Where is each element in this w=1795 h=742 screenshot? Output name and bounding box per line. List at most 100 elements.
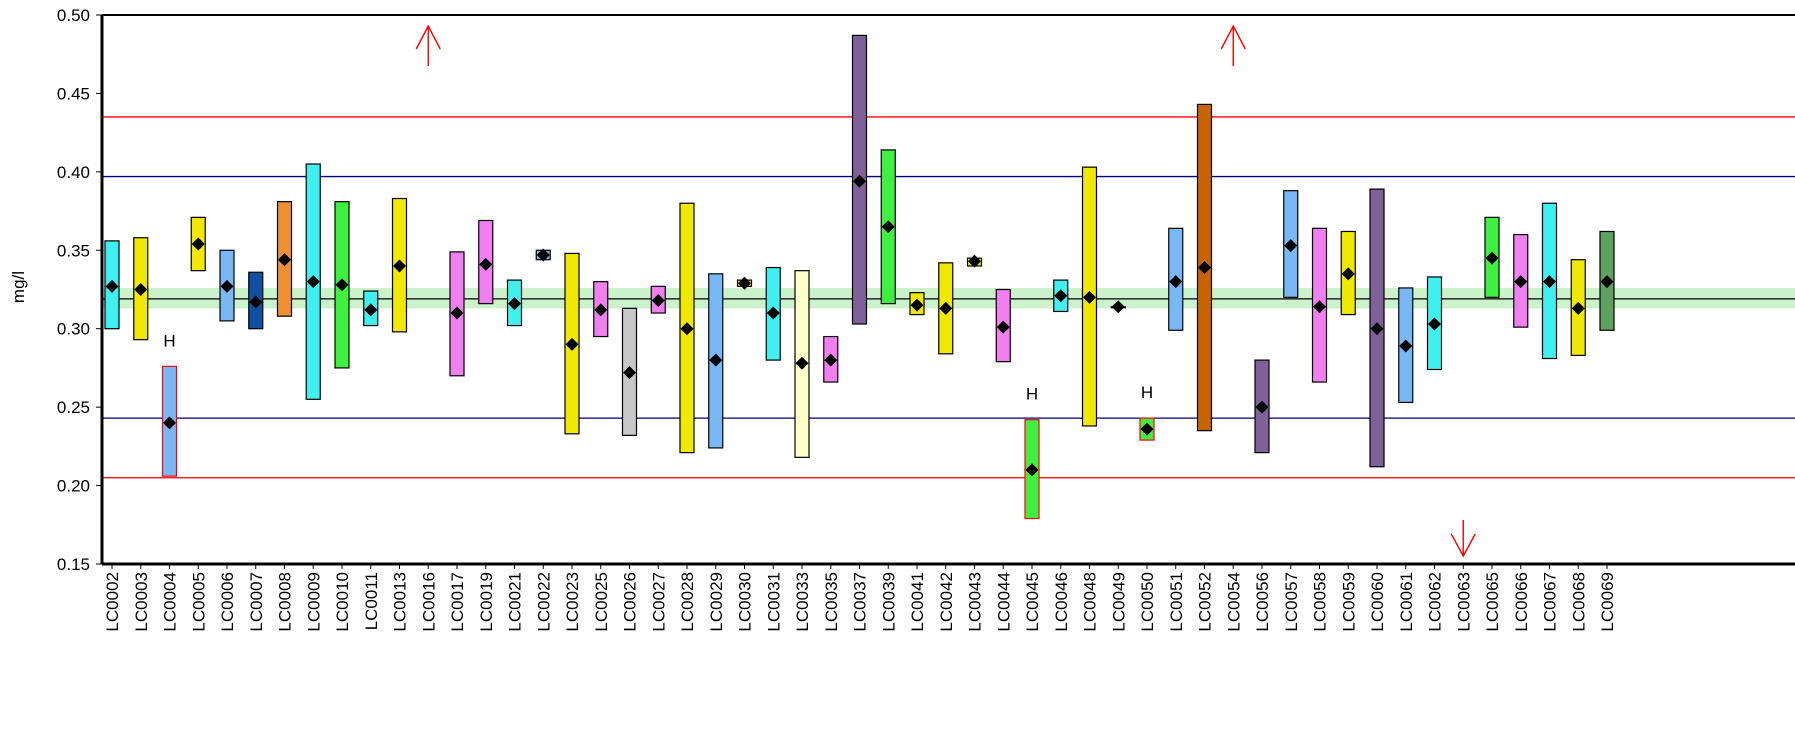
mean-marker-LC0022 <box>536 248 550 262</box>
x-tick-label-LC0003: LC0003 <box>132 572 151 632</box>
mean-marker-LC0028 <box>680 322 694 336</box>
x-tick-label-LC0046: LC0046 <box>1052 572 1071 632</box>
axes-layer <box>100 14 1795 566</box>
reference-lines-layer <box>102 116 1795 479</box>
y-tick-label-0.25: 0.25 <box>57 398 90 417</box>
x-tick-label-LC0068: LC0068 <box>1569 572 1588 632</box>
x-tick-label-LC0041: LC0041 <box>908 572 927 632</box>
mean-marker-LC0030 <box>738 276 751 290</box>
mean-marker-LC0048 <box>1083 290 1096 304</box>
mean-marker-LC0019 <box>479 257 493 271</box>
x-tick-label-LC0066: LC0066 <box>1512 572 1531 632</box>
x-tick-label-LC0009: LC0009 <box>304 572 323 632</box>
mean-marker-LC0005 <box>191 237 205 251</box>
mean-marker-LC0067 <box>1543 275 1556 289</box>
mean-marker-LC0007 <box>249 295 263 309</box>
x-tick-label-LC0026: LC0026 <box>621 572 640 632</box>
mean-marker-LC0061 <box>1399 339 1413 353</box>
mean-marker-LC0050 <box>1140 422 1154 436</box>
y-tick-label-0.30: 0.30 <box>57 320 90 339</box>
x-tick-label-LC0063: LC0063 <box>1454 572 1473 632</box>
mean-marker-LC0044 <box>996 320 1010 334</box>
x-tick-label-LC0067: LC0067 <box>1541 572 1560 632</box>
x-tick-label-LC0065: LC0065 <box>1483 572 1502 632</box>
x-tick-label-LC0049: LC0049 <box>1109 572 1128 632</box>
mean-marker-LC0060 <box>1370 322 1384 336</box>
mean-marker-LC0058 <box>1313 300 1326 314</box>
x-tick-label-LC0042: LC0042 <box>937 572 956 632</box>
mean-marker-LC0013 <box>393 259 406 273</box>
x-tick-label-LC0013: LC0013 <box>391 572 410 632</box>
x-tick-label-LC0061: LC0061 <box>1397 572 1416 632</box>
x-tick-label-LC0028: LC0028 <box>678 572 697 632</box>
out-of-range-up-arrow-LC0016 <box>415 24 441 66</box>
x-tick-label-LC0037: LC0037 <box>851 572 870 632</box>
x-tick-label-LC0006: LC0006 <box>218 572 237 632</box>
mean-marker-LC0026 <box>623 366 636 380</box>
y-axis-label: mg/l <box>9 271 28 303</box>
mean-marker-LC0029 <box>709 353 723 367</box>
mean-marker-LC0009 <box>306 275 320 289</box>
y-tick-label-0.45: 0.45 <box>57 84 90 103</box>
x-tick-label-LC0059: LC0059 <box>1339 572 1358 632</box>
x-tick-label-LC0045: LC0045 <box>1023 572 1042 632</box>
out-of-range-up-arrow-LC0054 <box>1220 24 1246 66</box>
x-tick-label-LC0048: LC0048 <box>1081 572 1100 632</box>
x-tick-label-LC0069: LC0069 <box>1598 572 1617 632</box>
mean-marker-LC0056 <box>1255 400 1269 414</box>
x-tick-label-LC0058: LC0058 <box>1311 572 1330 632</box>
x-tick-label-LC0050: LC0050 <box>1138 572 1157 632</box>
y-tick-label-0.15: 0.15 <box>57 555 90 574</box>
mean-marker-LC0041 <box>910 298 924 312</box>
mean-marker-LC0059 <box>1341 267 1355 281</box>
mean-marker-LC0066 <box>1514 275 1528 289</box>
x-tick-label-LC0022: LC0022 <box>534 572 553 632</box>
mean-marker-LC0049 <box>1111 300 1125 314</box>
flag-label-LC0050: H <box>1141 383 1153 402</box>
mean-marker-LC0021 <box>508 297 521 311</box>
x-tick-labels: LC0002 LC0003 LC0004 LC0005 LC0006 LC0007 LC00… <box>103 564 1617 632</box>
flag-label-LC0004: H <box>163 331 175 350</box>
x-tick-label-LC0021: LC0021 <box>506 572 525 632</box>
mean-marker-LC0035 <box>824 353 838 367</box>
mean-marker-LC0023 <box>565 337 579 351</box>
x-tick-label-LC0017: LC0017 <box>448 572 467 632</box>
x-tick-label-LC0011: LC0011 <box>362 572 381 630</box>
x-tick-label-LC0039: LC0039 <box>879 572 898 632</box>
x-tick-label-LC0019: LC0019 <box>477 572 496 632</box>
mean-marker-LC0003 <box>134 283 148 296</box>
mean-marker-LC0004 <box>163 416 176 430</box>
mean-marker-LC0002 <box>105 279 119 293</box>
mean-marker-LC0057 <box>1284 239 1298 253</box>
x-tick-label-LC0005: LC0005 <box>189 572 208 632</box>
x-tick-label-LC0007: LC0007 <box>247 572 266 632</box>
lab-ranges-layer: H H H <box>104 24 1615 558</box>
y-tick-labels: 0.15 0.20 0.25 0.30 0.35 0.40 0.45 0.50 <box>57 6 102 574</box>
x-tick-label-LC0029: LC0029 <box>707 572 726 632</box>
y-tick-label-0.20: 0.20 <box>57 477 90 496</box>
mean-marker-LC0042 <box>939 301 953 315</box>
y-tick-label-0.35: 0.35 <box>57 241 90 260</box>
x-tick-label-LC0025: LC0025 <box>592 572 611 632</box>
mean-marker-LC0011 <box>364 303 378 317</box>
mean-marker-LC0037 <box>853 174 866 188</box>
mean-marker-LC0039 <box>881 220 895 234</box>
mean-marker-LC0025 <box>594 303 608 317</box>
mean-marker-LC0068 <box>1571 301 1585 315</box>
mean-marker-LC0069 <box>1600 275 1614 289</box>
x-tick-label-LC0057: LC0057 <box>1282 572 1301 632</box>
mean-marker-LC0051 <box>1169 275 1183 289</box>
x-tick-label-LC0010: LC0010 <box>333 572 352 632</box>
mean-marker-LC0046 <box>1054 289 1068 303</box>
mean-marker-LC0045 <box>1025 463 1039 477</box>
mean-marker-LC0031 <box>766 306 780 320</box>
x-tick-label-LC0023: LC0023 <box>563 572 582 632</box>
mean-marker-LC0033 <box>795 356 809 370</box>
out-of-range-down-arrow-LC0063 <box>1450 520 1476 558</box>
x-tick-label-LC0052: LC0052 <box>1196 572 1215 632</box>
x-tick-label-LC0056: LC0056 <box>1253 572 1272 632</box>
x-tick-label-LC0004: LC0004 <box>161 572 180 632</box>
